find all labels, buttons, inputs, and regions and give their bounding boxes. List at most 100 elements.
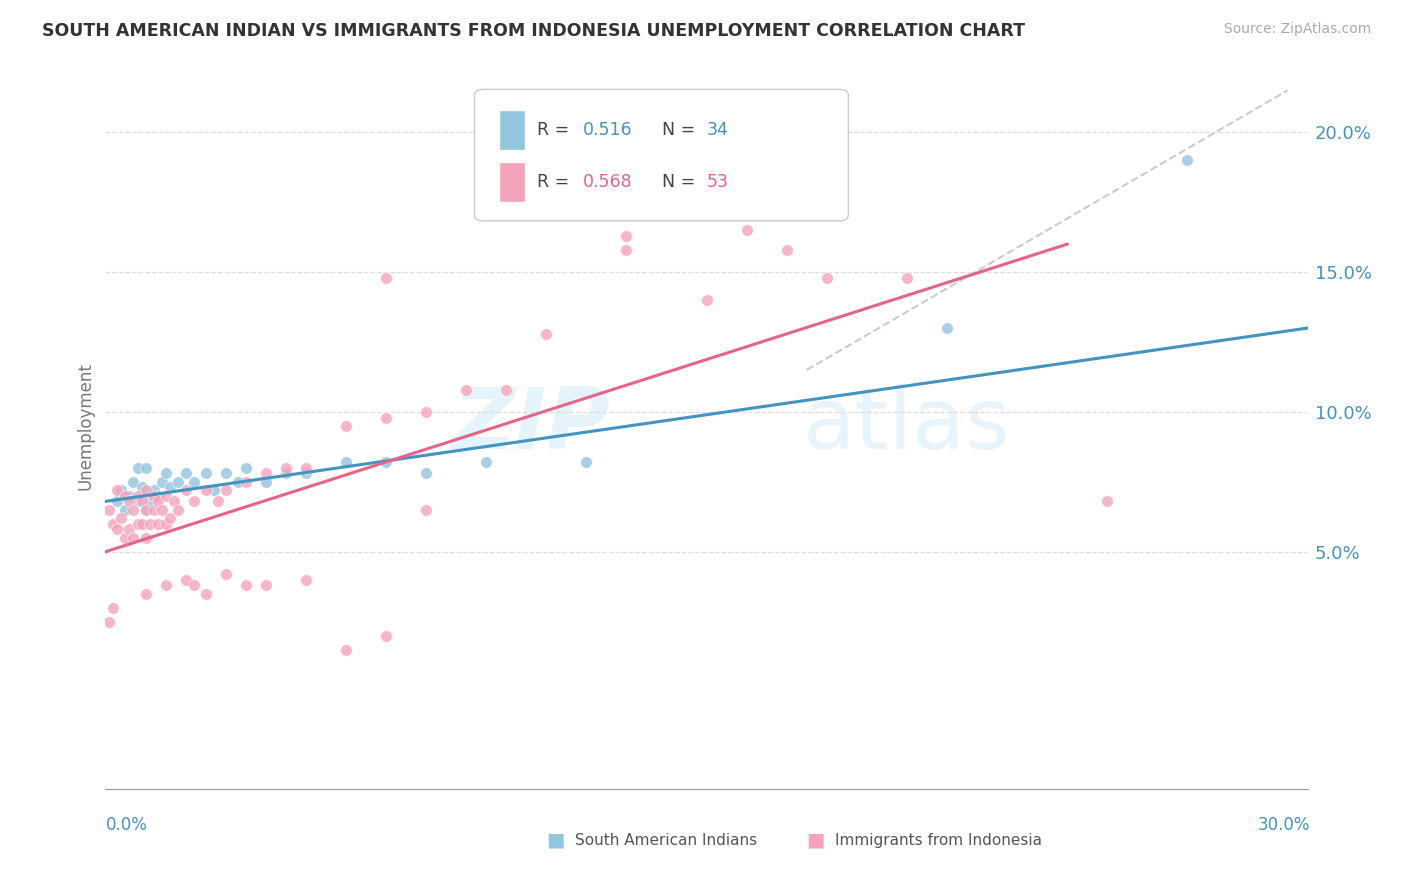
FancyBboxPatch shape <box>474 89 848 221</box>
Point <box>174 483 197 498</box>
Point <box>415 503 437 517</box>
Point <box>114 531 136 545</box>
Text: 53: 53 <box>707 173 728 192</box>
Text: 0.516: 0.516 <box>582 121 633 139</box>
Point <box>118 489 141 503</box>
Point <box>616 243 638 257</box>
Point <box>235 475 257 489</box>
Point <box>202 483 225 498</box>
Point <box>374 270 398 285</box>
Point <box>127 461 149 475</box>
Text: ■: ■ <box>806 830 825 850</box>
Point <box>98 503 121 517</box>
Point <box>127 516 149 531</box>
Point <box>114 489 136 503</box>
Point <box>155 467 177 481</box>
Point <box>295 467 318 481</box>
Point <box>135 503 157 517</box>
Point <box>616 228 638 243</box>
Point <box>138 494 160 508</box>
Text: atlas: atlas <box>803 384 1011 467</box>
Point <box>495 383 517 397</box>
Point <box>207 494 229 508</box>
Point <box>110 511 132 525</box>
Point <box>1097 494 1119 508</box>
Point <box>135 461 157 475</box>
Text: ■: ■ <box>546 830 565 850</box>
Point <box>295 573 318 587</box>
Point <box>335 419 357 434</box>
Point <box>374 629 398 643</box>
Point <box>896 270 918 285</box>
Point <box>127 494 149 508</box>
Point <box>135 531 157 545</box>
Point <box>107 483 129 498</box>
Point <box>159 511 181 525</box>
Point <box>936 321 959 335</box>
Point <box>135 483 157 498</box>
Point <box>374 455 398 469</box>
Point <box>118 494 141 508</box>
Point <box>135 587 157 601</box>
Point <box>146 516 169 531</box>
Point <box>335 642 357 657</box>
Text: 34: 34 <box>707 121 728 139</box>
FancyBboxPatch shape <box>499 110 524 150</box>
Point <box>776 243 799 257</box>
Point <box>98 615 121 629</box>
Point <box>254 475 277 489</box>
Point <box>159 480 181 494</box>
FancyBboxPatch shape <box>499 162 524 202</box>
Text: SOUTH AMERICAN INDIAN VS IMMIGRANTS FROM INDONESIA UNEMPLOYMENT CORRELATION CHAR: SOUTH AMERICAN INDIAN VS IMMIGRANTS FROM… <box>42 22 1025 40</box>
Point <box>107 522 129 536</box>
Point <box>214 467 236 481</box>
Point <box>103 516 125 531</box>
Text: 30.0%: 30.0% <box>1258 816 1310 834</box>
Point <box>155 489 177 503</box>
Text: R =: R = <box>537 121 575 139</box>
Point <box>374 410 398 425</box>
Point <box>142 489 165 503</box>
Point <box>214 567 236 582</box>
Text: 0.568: 0.568 <box>582 173 633 192</box>
Point <box>103 600 125 615</box>
Text: Immigrants from Indonesia: Immigrants from Indonesia <box>835 833 1042 847</box>
Point <box>142 503 165 517</box>
Text: N =: N = <box>662 121 700 139</box>
Point <box>174 573 197 587</box>
Point <box>226 475 249 489</box>
Text: South American Indians: South American Indians <box>575 833 758 847</box>
Point <box>162 494 184 508</box>
Point <box>235 578 257 592</box>
Point <box>122 503 145 517</box>
Point <box>114 503 136 517</box>
Point <box>335 455 357 469</box>
Text: Source: ZipAtlas.com: Source: ZipAtlas.com <box>1223 22 1371 37</box>
Point <box>131 480 153 494</box>
Point <box>110 483 132 498</box>
Point <box>155 578 177 592</box>
Point <box>166 475 188 489</box>
Point <box>1177 153 1199 168</box>
Point <box>235 461 257 475</box>
Point <box>146 494 169 508</box>
Point <box>122 475 145 489</box>
Point <box>146 489 169 503</box>
Point <box>214 483 236 498</box>
Point <box>131 516 153 531</box>
Text: R =: R = <box>537 173 575 192</box>
Point <box>194 587 217 601</box>
Point <box>155 516 177 531</box>
Point <box>194 483 217 498</box>
Point <box>183 578 205 592</box>
Point <box>122 531 145 545</box>
Point <box>415 467 437 481</box>
Point <box>475 455 498 469</box>
Point <box>194 467 217 481</box>
Point <box>118 522 141 536</box>
Point <box>254 467 277 481</box>
Point <box>534 326 557 341</box>
Point <box>150 475 173 489</box>
Point <box>254 578 277 592</box>
Point <box>696 293 718 307</box>
